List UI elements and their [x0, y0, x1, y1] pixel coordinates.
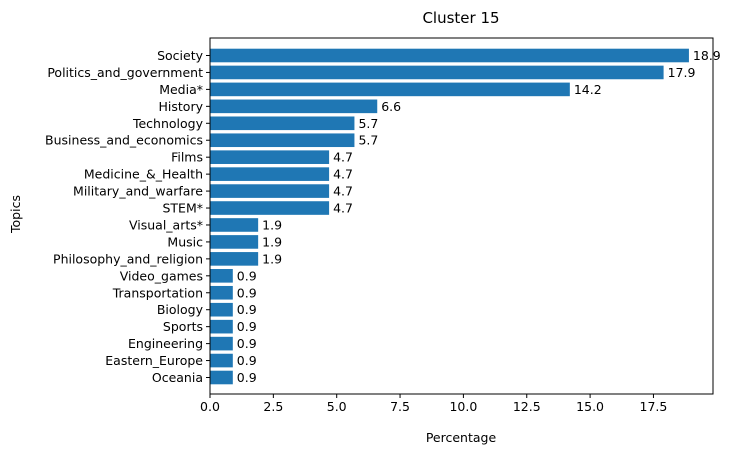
y-tick-label: STEM* [162, 201, 203, 216]
bar [210, 218, 259, 232]
x-tick-label: 12.5 [513, 399, 541, 414]
bar [210, 235, 259, 249]
bar-value-label: 5.7 [358, 133, 378, 148]
y-tick-label: Music [167, 234, 203, 249]
bar-value-label: 0.9 [237, 302, 257, 317]
bar-value-label: 1.9 [262, 234, 282, 249]
bar-value-label: 14.2 [574, 82, 602, 97]
bar [210, 167, 330, 181]
y-tick-label: Sports [163, 319, 203, 334]
bar [210, 82, 570, 97]
chart-title: Cluster 15 [422, 9, 499, 27]
y-tick-label: Transportation [112, 285, 203, 300]
y-tick-label: Films [171, 150, 203, 165]
y-axis-title: Topics [8, 195, 23, 234]
bar-value-label: 5.7 [358, 116, 378, 131]
x-tick-label: 10.0 [449, 399, 477, 414]
y-tick-label: Medicine_&_Health [84, 167, 203, 182]
y-tick-label: Business_and_economics [45, 133, 203, 148]
bar [210, 184, 330, 198]
plot-frame [209, 37, 714, 395]
bar [210, 269, 233, 283]
bar [210, 116, 355, 131]
bar-value-label: 1.9 [262, 217, 282, 232]
bar-value-label: 0.9 [237, 370, 257, 385]
y-tick-label: Society [157, 48, 204, 63]
y-tick-label: Visual_arts* [129, 217, 203, 232]
x-tick-label: 17.5 [640, 399, 668, 414]
y-tick-label: Engineering [128, 336, 203, 351]
bar [210, 65, 664, 80]
y-tick-label: Military_and_warfare [73, 184, 203, 199]
y-tick-label: Eastern_Europe [105, 353, 203, 368]
y-tick-label: Video_games [120, 268, 203, 283]
bar-value-label: 4.7 [333, 150, 353, 165]
x-tick-label: 15.0 [576, 399, 604, 414]
plot-area: Society 18.9 Politics_and_government 17.9 Me… [45, 48, 721, 414]
y-tick-label: Oceania [152, 370, 203, 385]
bar [210, 302, 233, 317]
bar-value-label: 0.9 [237, 268, 257, 283]
bar [210, 353, 233, 368]
x-tick-label: 2.5 [263, 399, 283, 414]
bar-value-label: 1.9 [262, 251, 282, 266]
x-tick-label: 5.0 [327, 399, 347, 414]
bar-value-label: 6.6 [381, 99, 401, 114]
bar-value-label: 4.7 [333, 167, 353, 182]
bar-value-label: 0.9 [237, 336, 257, 351]
x-tick-label: 7.5 [390, 399, 410, 414]
bar [210, 319, 233, 334]
y-tick-label: History [159, 99, 204, 114]
bar [210, 133, 355, 148]
bar [210, 99, 378, 114]
bar-value-label: 0.9 [237, 285, 257, 300]
y-tick-label: Philosophy_and_religion [53, 251, 203, 266]
bar-value-label: 4.7 [333, 201, 353, 216]
bar [210, 252, 259, 266]
bar [210, 150, 330, 164]
bar [210, 48, 689, 63]
y-tick-label: Politics_and_government [47, 65, 203, 80]
bar-value-label: 17.9 [668, 65, 696, 80]
y-tick-label: Media* [159, 82, 203, 97]
bar [210, 336, 233, 351]
x-tick-label: 0.0 [200, 399, 220, 414]
bar [210, 201, 330, 215]
bar-value-label: 4.7 [333, 184, 353, 199]
bar [210, 285, 233, 300]
bar [210, 370, 233, 385]
x-axis-title: Percentage [426, 430, 497, 445]
y-tick-label: Biology [157, 302, 204, 317]
bar-value-label: 0.9 [237, 353, 257, 368]
y-tick-label: Technology [132, 116, 204, 131]
bar-value-label: 18.9 [693, 48, 721, 63]
bar-value-label: 0.9 [237, 319, 257, 334]
